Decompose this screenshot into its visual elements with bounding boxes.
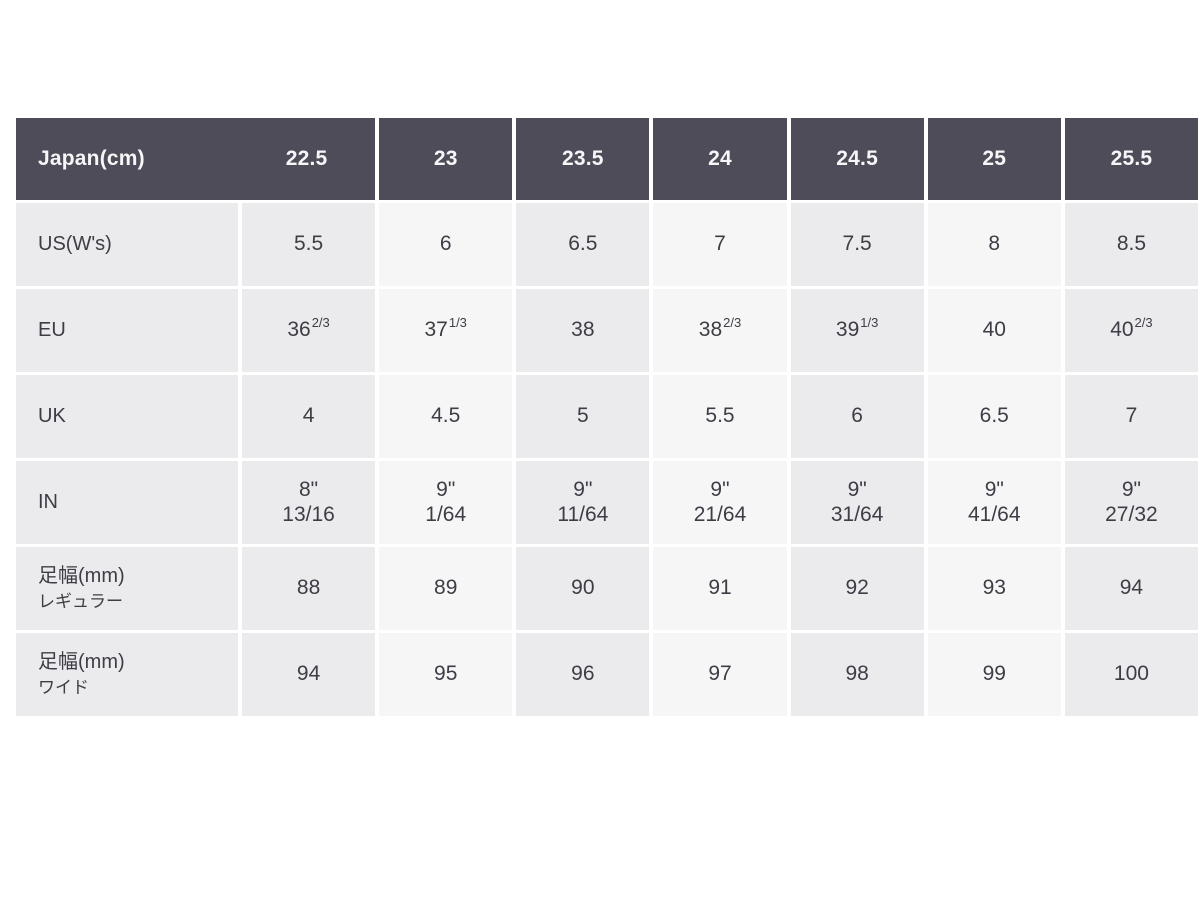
value-line: 9" [984, 477, 1004, 501]
size-value-cell: 40 [927, 289, 1061, 372]
value-line: 41/64 [967, 502, 1021, 526]
size-value-cell: 391/3 [790, 289, 924, 372]
row-label-main: 足幅(mm) [38, 651, 125, 674]
size-value-cell: 362/3 [242, 289, 376, 372]
size-value-cell: 8.5 [1064, 203, 1198, 286]
fraction-superscript: 1/3 [448, 315, 467, 331]
value-line: 1/64 [425, 502, 467, 526]
row-label-sub: ワイド [38, 677, 89, 697]
size-value-cell: 94 [242, 633, 376, 716]
eu-size-with-fraction: 371/3 [424, 315, 467, 342]
size-value-cell: 382/3 [653, 289, 787, 372]
row-label: EU [16, 289, 238, 372]
size-value-cell: 8 [927, 203, 1061, 286]
size-value-cell: 88 [242, 547, 376, 630]
size-value-cell: 5.5 [653, 375, 787, 458]
size-value-cell: 5.5 [242, 203, 376, 286]
eu-size-with-fraction: 391/3 [835, 315, 879, 342]
header-size-cell: 23 [379, 118, 513, 200]
value-line: 21/64 [693, 502, 747, 526]
size-value-cell: 8" 13/16 [242, 461, 376, 544]
fraction-superscript: 1/3 [860, 315, 879, 331]
value-line: 9" [847, 477, 867, 501]
size-value-cell: 5 [516, 375, 650, 458]
size-value-cell: 6 [790, 375, 924, 458]
size-value-cell: 92 [790, 547, 924, 630]
row-label-sub: レギュラー [38, 591, 123, 611]
eu-size-with-fraction: 402/3 [1110, 315, 1153, 342]
size-value-cell: 9" 21/64 [653, 461, 787, 544]
row-label-main: UK [38, 404, 66, 427]
value-line: 9" [1121, 477, 1141, 501]
header-size-cell: 22.5 [285, 147, 328, 170]
row-label: 足幅(mm) ワイド [16, 633, 238, 716]
value-line: 31/64 [830, 502, 884, 526]
size-value-cell: 96 [516, 633, 650, 716]
size-value-cell: 6.5 [927, 375, 1061, 458]
size-value-cell: 9" 31/64 [790, 461, 924, 544]
size-value-cell: 97 [653, 633, 787, 716]
size-value-cell: 402/3 [1064, 289, 1198, 372]
size-conversion-table: Japan(cm) 22.5 23 23.5 24 24.5 25 25.5 US(W's)… [16, 118, 1198, 716]
size-value-cell: 38 [516, 289, 650, 372]
size-value-cell: 91 [653, 547, 787, 630]
value-line: 9" [710, 477, 730, 501]
size-value-cell: 93 [927, 547, 1061, 630]
size-value-cell: 7.5 [790, 203, 924, 286]
size-value-cell: 9" 27/32 [1064, 461, 1198, 544]
size-value-cell: 89 [379, 547, 513, 630]
value-line: 13/16 [282, 502, 335, 526]
size-value-cell: 9" 41/64 [927, 461, 1061, 544]
size-value-cell: 9" 1/64 [379, 461, 513, 544]
row-label: 足幅(mm) レギュラー [16, 547, 238, 630]
header-corner-label: Japan(cm) [38, 147, 145, 170]
size-value-cell: 7 [653, 203, 787, 286]
row-label-main: IN [38, 490, 58, 513]
value-line: 11/64 [557, 502, 609, 526]
header-size-cell: 25.5 [1064, 118, 1198, 200]
header-size-cell: 25 [927, 118, 1061, 200]
row-label: US(W's) [16, 203, 238, 286]
size-value-cell: 94 [1064, 547, 1198, 630]
fraction-superscript: 2/3 [1134, 315, 1153, 331]
header-size-cell: 23.5 [516, 118, 650, 200]
fraction-superscript: 2/3 [311, 315, 330, 331]
size-value-cell: 90 [516, 547, 650, 630]
row-label: IN [16, 461, 238, 544]
size-value-cell: 100 [1064, 633, 1198, 716]
size-value-cell: 4 [242, 375, 376, 458]
value-line: 9" [573, 477, 593, 501]
size-value-cell: 6 [379, 203, 513, 286]
table-header-row-start: Japan(cm) 22.5 [16, 118, 376, 200]
header-size-cell: 24 [653, 118, 787, 200]
header-size-cell: 24.5 [790, 118, 924, 200]
size-value-cell: 371/3 [379, 289, 513, 372]
size-value-cell: 98 [790, 633, 924, 716]
size-value-cell: 6.5 [516, 203, 650, 286]
row-label-main: US(W's) [38, 232, 112, 255]
fraction-superscript: 2/3 [723, 315, 742, 331]
row-label: UK [16, 375, 238, 458]
eu-size-with-fraction: 382/3 [698, 315, 742, 342]
size-value-cell: 99 [927, 633, 1061, 716]
row-label-main: 足幅(mm) [38, 565, 125, 588]
eu-size-with-fraction: 362/3 [287, 315, 330, 342]
size-value-cell: 9" 11/64 [516, 461, 650, 544]
size-value-cell: 4.5 [379, 375, 513, 458]
size-value-cell: 7 [1064, 375, 1198, 458]
value-line: 9" [436, 477, 456, 501]
value-line: 8" [299, 477, 319, 501]
row-label-main: EU [38, 318, 66, 341]
size-value-cell: 95 [379, 633, 513, 716]
value-line: 27/32 [1105, 502, 1158, 526]
